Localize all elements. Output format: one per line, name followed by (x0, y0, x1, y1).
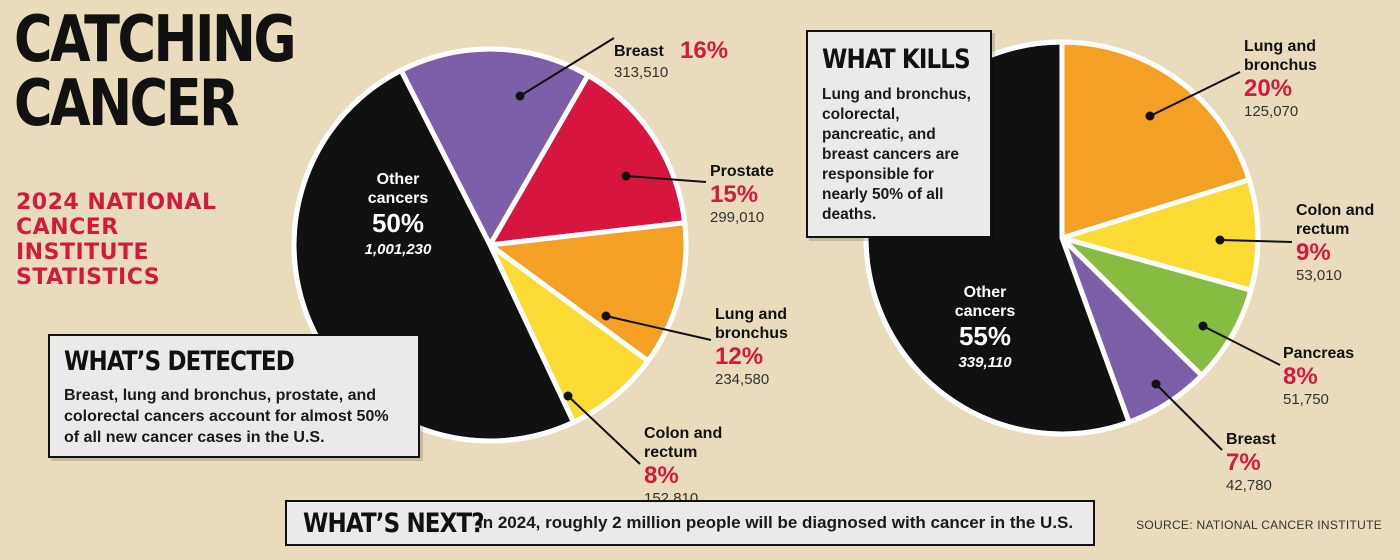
leader-dot (601, 311, 611, 321)
leader-dot (1198, 321, 1208, 331)
slice-label-name: Colon and (644, 425, 722, 442)
slice-label-value: 53,010 (1296, 267, 1342, 284)
leader-line (1202, 325, 1281, 366)
pie-outline (863, 39, 1261, 437)
slice-label-value: 1,001,230 (365, 241, 432, 258)
slice-label-value: 234,580 (715, 371, 769, 388)
page-title: CATCHING CANCER (14, 3, 297, 141)
slice-label-value: 125,070 (1244, 103, 1298, 120)
leader-line (605, 315, 712, 341)
leader-line (567, 395, 641, 465)
slice-label-name: Pancreas (1283, 345, 1354, 362)
whats-next-text: In 2024, roughly 2 million people will b… (478, 513, 1074, 532)
slice-label-percent: 9% (1296, 239, 1331, 266)
slice-label: Breast 16% 313,510 (515, 37, 728, 101)
whats-detected-text: Breast, lung and bronchus, prostate, and… (64, 387, 389, 446)
what-kills-text: Lung and bronchus, colorectal, pancreati… (822, 86, 971, 223)
slice-label-value: 313,510 (614, 64, 668, 81)
slice-label-value: 51,750 (1283, 391, 1329, 408)
whats-detected-heading: WHAT’S DETECTED (64, 346, 295, 377)
slice-label-name: bronchus (1244, 57, 1317, 74)
whats-next-heading: WHAT’S NEXT? (303, 507, 485, 539)
slice-label-percent: 8% (644, 462, 679, 489)
whats-detected-callout: WHAT’S DETECTED Breast, lung and bronchu… (48, 334, 420, 458)
leader-line (625, 175, 707, 183)
leader-line (1219, 239, 1293, 243)
slice-label-percent: 7% (1226, 449, 1261, 476)
pie-outline (291, 46, 689, 444)
slice-label-name: rectum (1296, 221, 1349, 238)
slice-label-name: Prostate (710, 163, 774, 180)
leader-dot (563, 391, 573, 401)
slice-label-value: 339,110 (958, 354, 1012, 371)
slice-label-name: Lung and (1244, 38, 1316, 55)
slice-label-name: rectum (644, 444, 697, 461)
slice-label-name: bronchus (715, 325, 788, 342)
slice-label-percent: 8% (1283, 363, 1318, 390)
leader-line (1149, 71, 1241, 117)
slice-label-name: cancers (368, 190, 429, 207)
slice-label-percent: 16% (680, 37, 728, 64)
slice-label-value: 42,780 (1226, 477, 1272, 494)
slice-label-name: Other (377, 171, 420, 188)
leader-dot (515, 91, 525, 101)
slice-label-percent: 20% (1244, 75, 1292, 102)
leader-line (519, 37, 615, 97)
what-kills-heading: WHAT KILLS (822, 44, 971, 75)
leader-dot (1215, 235, 1225, 245)
subtitle-line: CANCER (16, 215, 119, 240)
subtitle-line: 2024 NATIONAL (16, 190, 217, 215)
leader-dot (621, 171, 631, 181)
what-kills-callout: WHAT KILLS Lung and bronchus, colorectal… (806, 30, 992, 238)
slice-label-percent: 50% (372, 208, 424, 238)
title-line-2: CANCER (14, 67, 240, 141)
leader-dot (1151, 379, 1161, 389)
leader-dot (1145, 111, 1155, 121)
slice-label-name: Lung and (715, 306, 787, 323)
slice-label-name: Other (964, 284, 1007, 301)
subtitle-line: STATISTICS (16, 265, 161, 290)
leader-line (1155, 383, 1223, 451)
slice-label-name: Breast (614, 43, 664, 60)
title-line-1: CATCHING (14, 3, 297, 77)
subtitle-line: INSTITUTE (16, 240, 150, 265)
slice-label-name: Colon and (1296, 202, 1374, 219)
slice-label-percent: 55% (959, 321, 1011, 351)
subtitle: 2024 NATIONAL CANCER INSTITUTE STATISTIC… (16, 190, 256, 290)
whats-next-callout: WHAT’S NEXT? In 2024, roughly 2 million … (285, 500, 1095, 546)
slice-label-value: 299,010 (710, 209, 764, 226)
slice-label-name: cancers (955, 303, 1016, 320)
slice-label-percent: 15% (710, 181, 758, 208)
source-credit: SOURCE: NATIONAL CANCER INSTITUTE (1136, 518, 1382, 532)
slice-label-name: Breast (1226, 431, 1276, 448)
slice-label-percent: 12% (715, 343, 763, 370)
